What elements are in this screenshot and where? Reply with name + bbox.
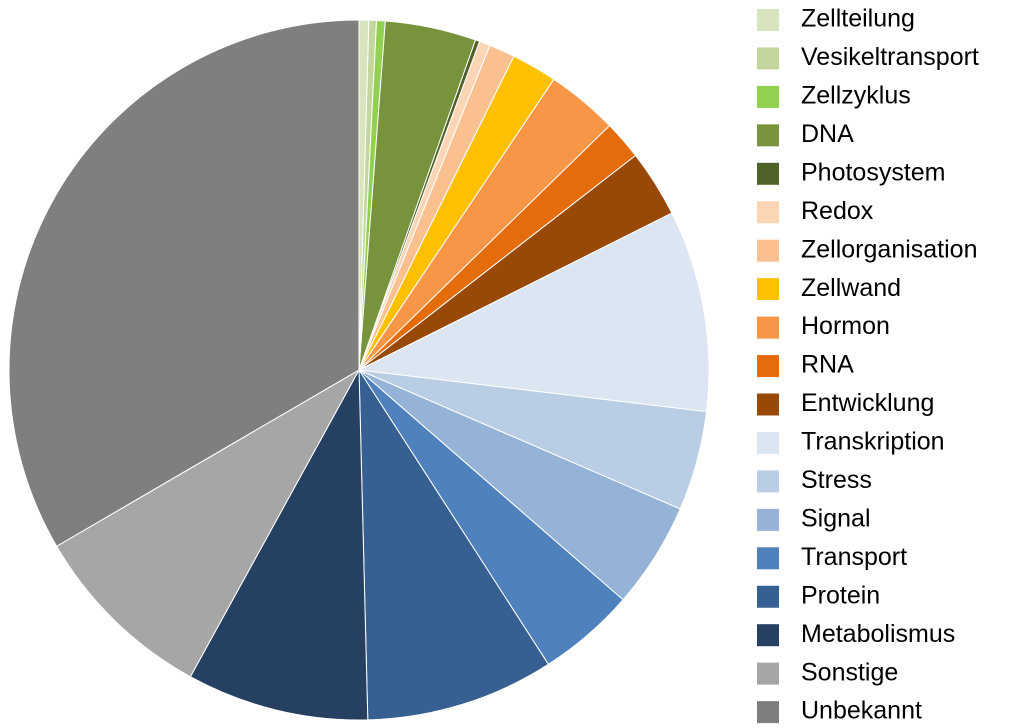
legend-label: Vesikeltransport — [801, 43, 979, 71]
legend-label: Signal — [801, 504, 871, 532]
legend-swatch — [757, 624, 779, 647]
pie-slice — [55, 368, 361, 678]
legend-label: Unbekannt — [801, 697, 922, 725]
legend-label: DNA — [801, 120, 854, 148]
legend-label: Hormon — [801, 312, 890, 340]
pie-slice — [8, 19, 360, 547]
legend-swatch — [757, 547, 779, 570]
legend-swatch — [757, 124, 779, 147]
legend-label: Transport — [801, 543, 907, 571]
pie-slice — [189, 368, 369, 721]
legend-swatch — [757, 201, 779, 224]
legend-label: Transkription — [801, 428, 945, 456]
legend-label: Redox — [801, 197, 874, 225]
legend-swatch — [757, 278, 779, 301]
legend-swatch — [757, 47, 779, 70]
legend-swatch — [757, 585, 779, 608]
legend-label: Zellorganisation — [801, 235, 978, 263]
legend-label: Stress — [801, 466, 872, 494]
legend-swatch — [757, 508, 779, 531]
legend-swatch — [757, 431, 779, 454]
legend-swatch — [757, 701, 779, 724]
legend-swatch — [757, 85, 779, 108]
legend-label: Zellteilung — [801, 5, 915, 33]
legend-label: Zellzyklus — [801, 82, 911, 110]
legend-swatch — [757, 662, 779, 685]
legend-swatch — [757, 470, 779, 493]
pie-slice — [358, 368, 550, 721]
legend-label: Protein — [801, 581, 880, 609]
legend-swatch — [757, 316, 779, 339]
legend-label: Photosystem — [801, 158, 946, 186]
legend-swatch — [757, 239, 779, 262]
legend-swatch — [757, 355, 779, 378]
pie-slice — [357, 212, 710, 413]
legend-swatch — [757, 9, 779, 31]
legend-label: Zellwand — [801, 274, 901, 302]
legend-swatch — [757, 162, 779, 185]
legend-label: RNA — [801, 351, 854, 379]
legend-label: Sonstige — [801, 658, 898, 686]
legend-swatch — [757, 393, 779, 416]
legend-label: Metabolismus — [801, 620, 955, 648]
legend-label: Entwicklung — [801, 389, 934, 417]
